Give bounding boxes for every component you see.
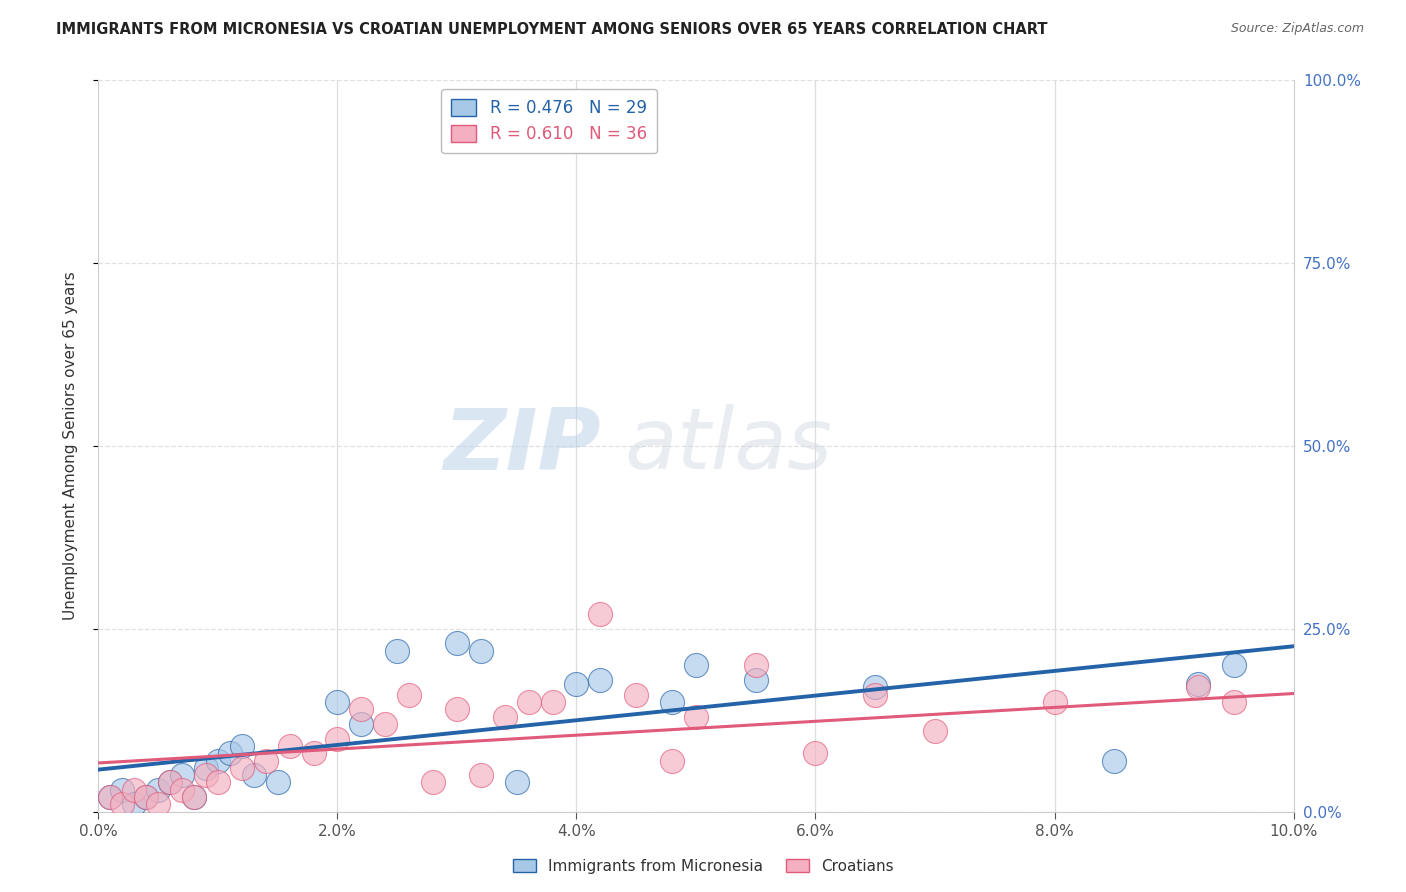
Point <box>1104 754 1126 768</box>
Point <box>398 688 420 702</box>
Point <box>924 724 946 739</box>
Point <box>172 782 194 797</box>
Point <box>517 695 540 709</box>
Point <box>159 775 181 789</box>
Point <box>207 754 229 768</box>
Point <box>589 673 612 687</box>
Point <box>385 644 409 658</box>
Point <box>111 782 134 797</box>
Point <box>326 695 349 709</box>
Point <box>1223 658 1246 673</box>
Text: ZIP: ZIP <box>443 404 600 488</box>
Legend: R = 0.476   N = 29, R = 0.610   N = 36: R = 0.476 N = 29, R = 0.610 N = 36 <box>441 88 657 153</box>
Point <box>745 658 768 673</box>
Point <box>506 775 529 789</box>
Point <box>219 746 242 760</box>
Point <box>446 636 468 650</box>
Point <box>494 709 516 723</box>
Point <box>195 768 218 782</box>
Point <box>804 746 827 760</box>
Point <box>745 673 768 687</box>
Point <box>135 790 157 805</box>
Point <box>302 746 325 760</box>
Point <box>374 717 396 731</box>
Point <box>470 644 492 658</box>
Point <box>446 702 468 716</box>
Point <box>865 681 887 695</box>
Point <box>1187 681 1209 695</box>
Text: Source: ZipAtlas.com: Source: ZipAtlas.com <box>1230 22 1364 36</box>
Point <box>661 754 683 768</box>
Point <box>100 790 122 805</box>
Point <box>148 782 170 797</box>
Point <box>1223 695 1246 709</box>
Point <box>685 709 707 723</box>
Text: atlas: atlas <box>624 404 832 488</box>
Point <box>1043 695 1066 709</box>
Point <box>589 607 612 622</box>
Point <box>350 702 373 716</box>
Point <box>254 754 277 768</box>
Point <box>183 790 205 805</box>
Y-axis label: Unemployment Among Seniors over 65 years: Unemployment Among Seniors over 65 years <box>63 272 77 620</box>
Point <box>135 790 157 805</box>
Point <box>422 775 444 789</box>
Legend: Immigrants from Micronesia, Croatians: Immigrants from Micronesia, Croatians <box>506 853 900 880</box>
Point <box>541 695 564 709</box>
Point <box>124 782 146 797</box>
Point <box>111 797 134 812</box>
Point <box>661 695 683 709</box>
Point <box>1187 676 1209 690</box>
Point <box>207 775 229 789</box>
Point <box>685 658 707 673</box>
Point <box>565 676 588 690</box>
Point <box>626 688 648 702</box>
Point <box>148 797 170 812</box>
Point <box>172 768 194 782</box>
Point <box>243 768 266 782</box>
Point <box>231 761 253 775</box>
Point <box>470 768 492 782</box>
Point <box>183 790 205 805</box>
Point <box>100 790 122 805</box>
Point <box>350 717 373 731</box>
Point <box>195 761 218 775</box>
Point <box>159 775 181 789</box>
Point <box>267 775 290 789</box>
Point <box>278 739 301 753</box>
Point <box>231 739 253 753</box>
Point <box>865 688 887 702</box>
Point <box>326 731 349 746</box>
Point <box>124 797 146 812</box>
Text: IMMIGRANTS FROM MICRONESIA VS CROATIAN UNEMPLOYMENT AMONG SENIORS OVER 65 YEARS : IMMIGRANTS FROM MICRONESIA VS CROATIAN U… <box>56 22 1047 37</box>
